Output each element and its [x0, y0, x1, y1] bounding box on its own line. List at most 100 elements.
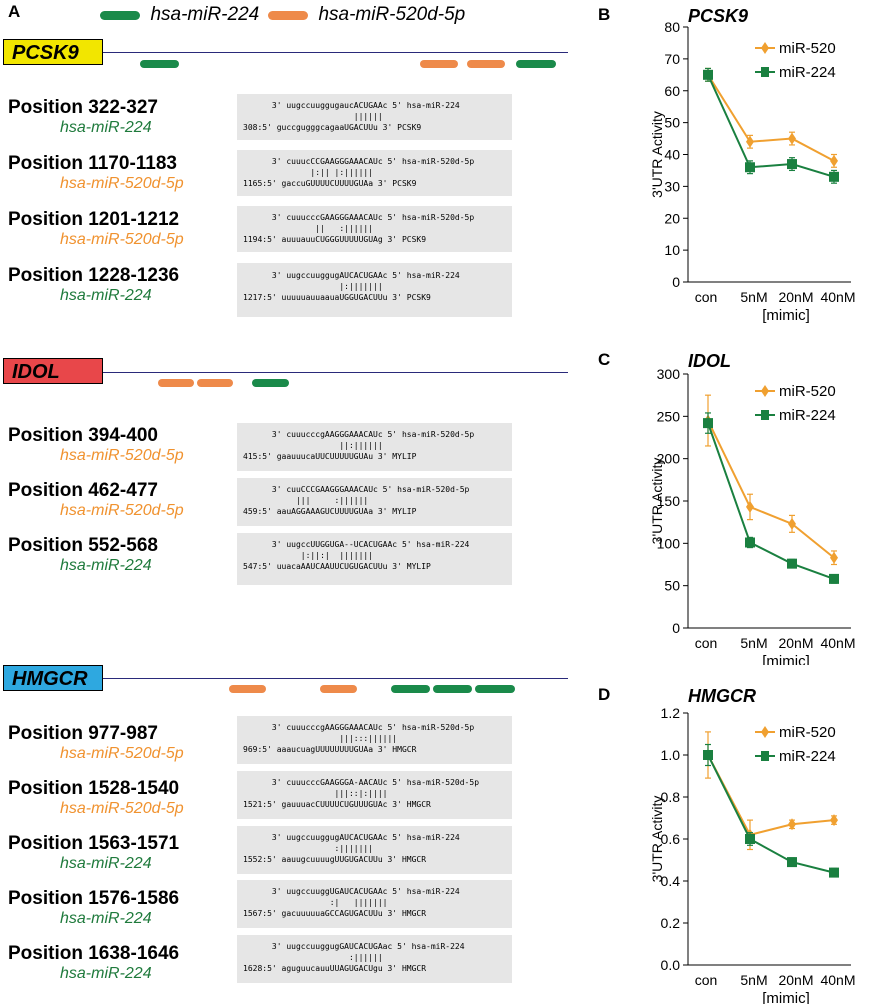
y-tick-label: 10: [664, 242, 680, 258]
site-mirna: hsa-miR-520d-5p: [60, 175, 184, 192]
site-marker: [252, 379, 289, 387]
chart-title: HMGCR: [688, 686, 756, 706]
site-marker: [391, 685, 430, 693]
data-point: [787, 159, 797, 170]
data-point: [829, 867, 839, 878]
legend-label: miR-520: [779, 40, 836, 57]
align-line: 3' uugccuuggUGAUCACUGAAc 5' hsa-miR-224: [243, 887, 460, 896]
align-line: 3' uugccuuggugAUCACUGAAc 5' hsa-miR-224: [243, 271, 460, 280]
legend-mir520: hsa-miR-520d-5p: [268, 4, 465, 26]
site-marker: [467, 60, 505, 68]
data-point: [746, 500, 754, 513]
panel-label: C: [598, 350, 610, 369]
site-marker: [140, 60, 179, 68]
align-line: 308:5' guccgugggcagaaUGACUUu 3' PCSK9: [243, 123, 422, 132]
y-tick-label: 1.0: [661, 747, 681, 763]
site-position: Position 1576-1586: [8, 888, 180, 909]
site-position: Position 1528-1540: [8, 778, 180, 799]
align-line: 3' cuuucCCGAAGGGAAACAUc 5' hsa-miR-520d-…: [243, 157, 475, 166]
align-line: 1165:5' gaccuGUUUUCUUUUGUAa 3' PCSK9: [243, 179, 417, 188]
align-line: 3' cuuCCCGAAGGGAAACAUc 5' hsa-miR-520d-5…: [243, 485, 470, 494]
gene-box-pcsk9: PCSK9: [3, 39, 103, 65]
data-point: [788, 132, 796, 145]
site-mirna: hsa-miR-224: [60, 965, 152, 982]
alignment-box: 3' uugccuuggugAUCACUGAAc 5' hsa-miR-224 …: [237, 826, 512, 874]
y-tick-label: 0.2: [661, 915, 681, 931]
x-tick-label: con: [695, 289, 718, 305]
y-tick-label: 0.8: [661, 789, 681, 805]
gene-box-idol: IDOL: [3, 358, 103, 384]
site-mirna: hsa-miR-520d-5p: [60, 447, 184, 464]
data-point: [703, 69, 713, 80]
y-tick-label: 70: [664, 51, 680, 67]
align-line: 3' cuuucccgAAGGGAAACAUc 5' hsa-miR-520d-…: [243, 723, 475, 732]
legend-label: miR-224: [779, 748, 836, 765]
align-line: :||||||: [243, 953, 383, 962]
site-mirna: hsa-miR-224: [60, 119, 152, 136]
data-point: [745, 834, 755, 844]
align-line: 1628:5' aguguucauuUUAGUGACUgu 3' HMGCR: [243, 964, 427, 973]
legend-label-mir520: hsa-miR-520d-5p: [318, 4, 466, 25]
align-line: ||||||: [243, 112, 383, 121]
y-axis-label: 3'UTR Activity: [649, 111, 665, 198]
data-point: [745, 537, 755, 548]
site-mirna: hsa-miR-520d-5p: [60, 231, 184, 248]
align-line: 3' cuuucccgAAGGGAAACAUc 5' hsa-miR-520d-…: [243, 430, 475, 439]
data-point: [829, 171, 839, 182]
series-line-mir-224: [707, 74, 835, 178]
site-position: Position 394-400: [8, 425, 158, 446]
x-tick-label: 5nM: [740, 635, 767, 651]
series-line-mir-520: [707, 74, 835, 162]
gene-line-pcsk9: [103, 52, 568, 53]
x-tick-label: 5nM: [740, 289, 767, 305]
x-tick-label: 20nM: [778, 972, 813, 988]
y-tick-label: 200: [657, 451, 681, 467]
x-axis-label: [mimic]: [762, 653, 810, 665]
chart-title: IDOL: [688, 351, 731, 371]
site-mirna: hsa-miR-520d-5p: [60, 800, 184, 817]
data-point: [788, 818, 796, 831]
panel-a-label: A: [8, 2, 21, 21]
legend-label: miR-224: [779, 64, 836, 81]
data-point: [787, 558, 797, 569]
data-point: [830, 814, 838, 827]
site-marker: [433, 685, 472, 693]
align-line: :|||||||: [243, 844, 374, 853]
data-point: [746, 135, 754, 148]
alignment-box: 3' uugccUUGGUGA--UCACUGAAc 5' hsa-miR-22…: [237, 533, 512, 585]
site-position: Position 552-568: [8, 535, 158, 556]
gene-line-idol: [103, 372, 568, 373]
x-tick-label: con: [695, 972, 718, 988]
y-tick-label: 0.4: [661, 873, 681, 889]
align-line: 1552:5' aauugcuuuugUUGUGACUUu 3' HMGCR: [243, 855, 427, 864]
site-marker: [516, 60, 556, 68]
y-tick-label: 150: [657, 493, 681, 509]
legend-marker: [761, 385, 769, 397]
site-position: Position 322-327: [8, 97, 158, 118]
legend-marker: [761, 42, 769, 54]
x-tick-label: 40nM: [820, 289, 855, 305]
site-position: Position 1228-1236: [8, 265, 180, 286]
site-marker: [229, 685, 266, 693]
panel-label: B: [598, 5, 610, 24]
align-line: 547:5' uuacaAAUCAAUUCUGUGACUUu 3' MYLIP: [243, 562, 431, 571]
align-line: ||| :||||||: [243, 496, 369, 505]
align-line: 3' cuuucccGAAGGGA-AACAUc 5' hsa-miR-520d…: [243, 778, 480, 787]
gene-line-hmgcr: [103, 678, 568, 679]
y-tick-label: 30: [664, 178, 680, 194]
align-line: |:||:| |||||||: [243, 551, 374, 560]
site-mirna: hsa-miR-520d-5p: [60, 502, 184, 519]
y-tick-label: 60: [664, 83, 680, 99]
align-line: 3' cuuucccGAAGGGAAACAUc 5' hsa-miR-520d-…: [243, 213, 475, 222]
site-marker: [158, 379, 194, 387]
align-line: 1217:5' uuuuuauuaauaUGGUGACUUu 3' PCSK9: [243, 293, 431, 302]
align-line: |||::|:||||: [243, 789, 388, 798]
align-line: 969:5' aaaucuagUUUUUUUUGUAa 3' HMGCR: [243, 745, 417, 754]
y-tick-label: 1.2: [661, 705, 681, 721]
y-tick-label: 100: [657, 535, 681, 551]
legend-marker: [761, 67, 769, 77]
align-line: 1194:5' auuuauuCUGGGUUUUUGUAg 3' PCSK9: [243, 235, 427, 244]
y-tick-label: 50: [664, 578, 680, 594]
panel-label: D: [598, 685, 610, 704]
legend-swatch-mir224: [100, 11, 140, 21]
